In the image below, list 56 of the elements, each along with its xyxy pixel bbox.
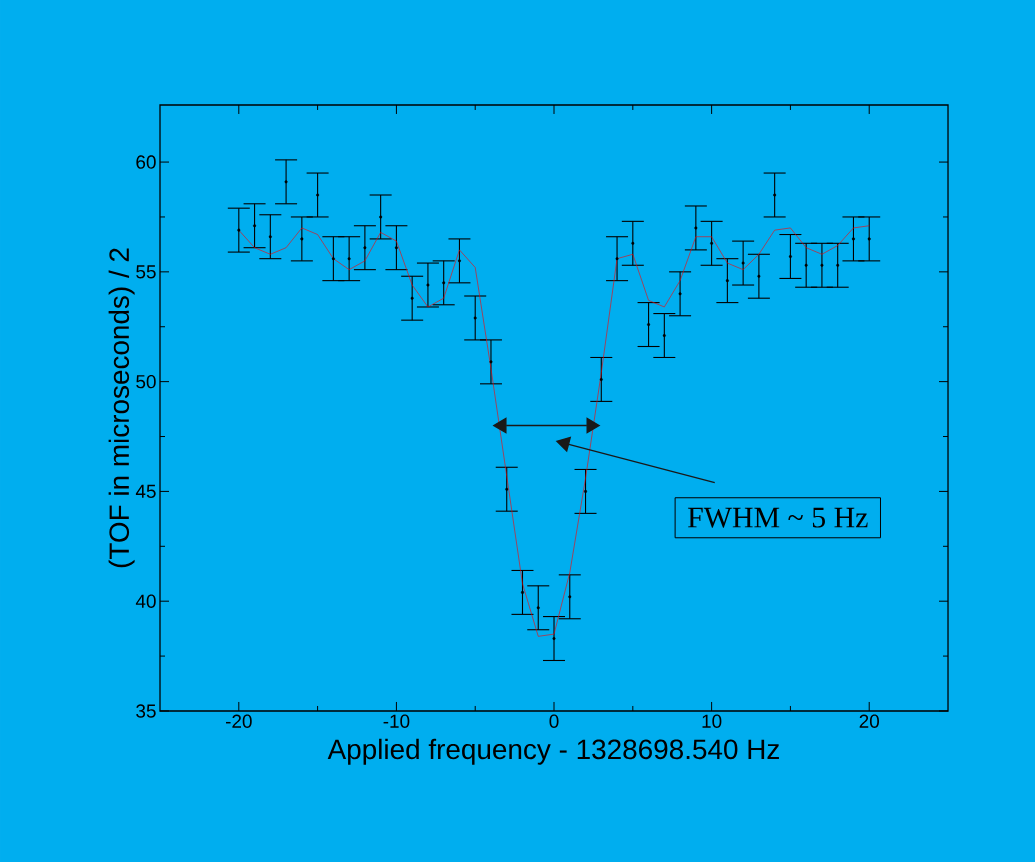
point [867, 237, 871, 241]
point [268, 235, 272, 239]
y-tick-label: 35 [136, 704, 156, 718]
point [473, 316, 477, 320]
point [725, 279, 729, 283]
point [253, 224, 257, 228]
point [599, 377, 603, 381]
point [820, 263, 824, 267]
point [662, 334, 666, 338]
point [520, 590, 524, 594]
y-tick-label: 40 [135, 594, 156, 608]
point [379, 215, 383, 219]
point [394, 246, 398, 250]
point [851, 237, 855, 241]
point [347, 257, 351, 261]
point [788, 254, 792, 258]
point [316, 193, 320, 197]
point [836, 263, 840, 267]
x-tick-label: -20 [225, 714, 252, 728]
x-tick-label: -10 [383, 714, 410, 728]
y-tick-label: 60 [136, 155, 156, 169]
y-axis-title: (TOF in microseconds) / 2 [108, 248, 135, 568]
point [536, 606, 540, 610]
point [284, 180, 288, 184]
x-axis-title: Applied frequency - 1328698.540 Hz [327, 738, 779, 765]
point [426, 283, 430, 287]
y-tick-label: 45 [135, 484, 156, 499]
point [615, 257, 619, 261]
point [505, 487, 509, 491]
point [331, 257, 335, 261]
point [442, 281, 446, 285]
point [489, 360, 493, 364]
point [804, 263, 808, 267]
point [757, 274, 761, 278]
point [568, 595, 572, 599]
x-tick-label: 0 [549, 714, 559, 728]
point [631, 241, 635, 245]
point [694, 226, 698, 230]
point [457, 259, 461, 263]
point [300, 237, 304, 241]
point [710, 241, 714, 245]
point [773, 193, 777, 197]
x-tick-label: 10 [702, 714, 722, 728]
y-tick-label: 50 [136, 374, 156, 389]
point [678, 292, 682, 296]
point [363, 246, 367, 250]
point [552, 637, 556, 641]
point [237, 228, 241, 232]
point [647, 323, 651, 327]
point [741, 261, 745, 265]
point [584, 489, 588, 493]
y-tick-label: 55 [136, 265, 156, 279]
point [410, 296, 414, 300]
annotation: FWHM ~ 5 Hz [687, 507, 868, 528]
line-series [238, 225, 870, 637]
x-tick-label: 20 [859, 714, 879, 728]
